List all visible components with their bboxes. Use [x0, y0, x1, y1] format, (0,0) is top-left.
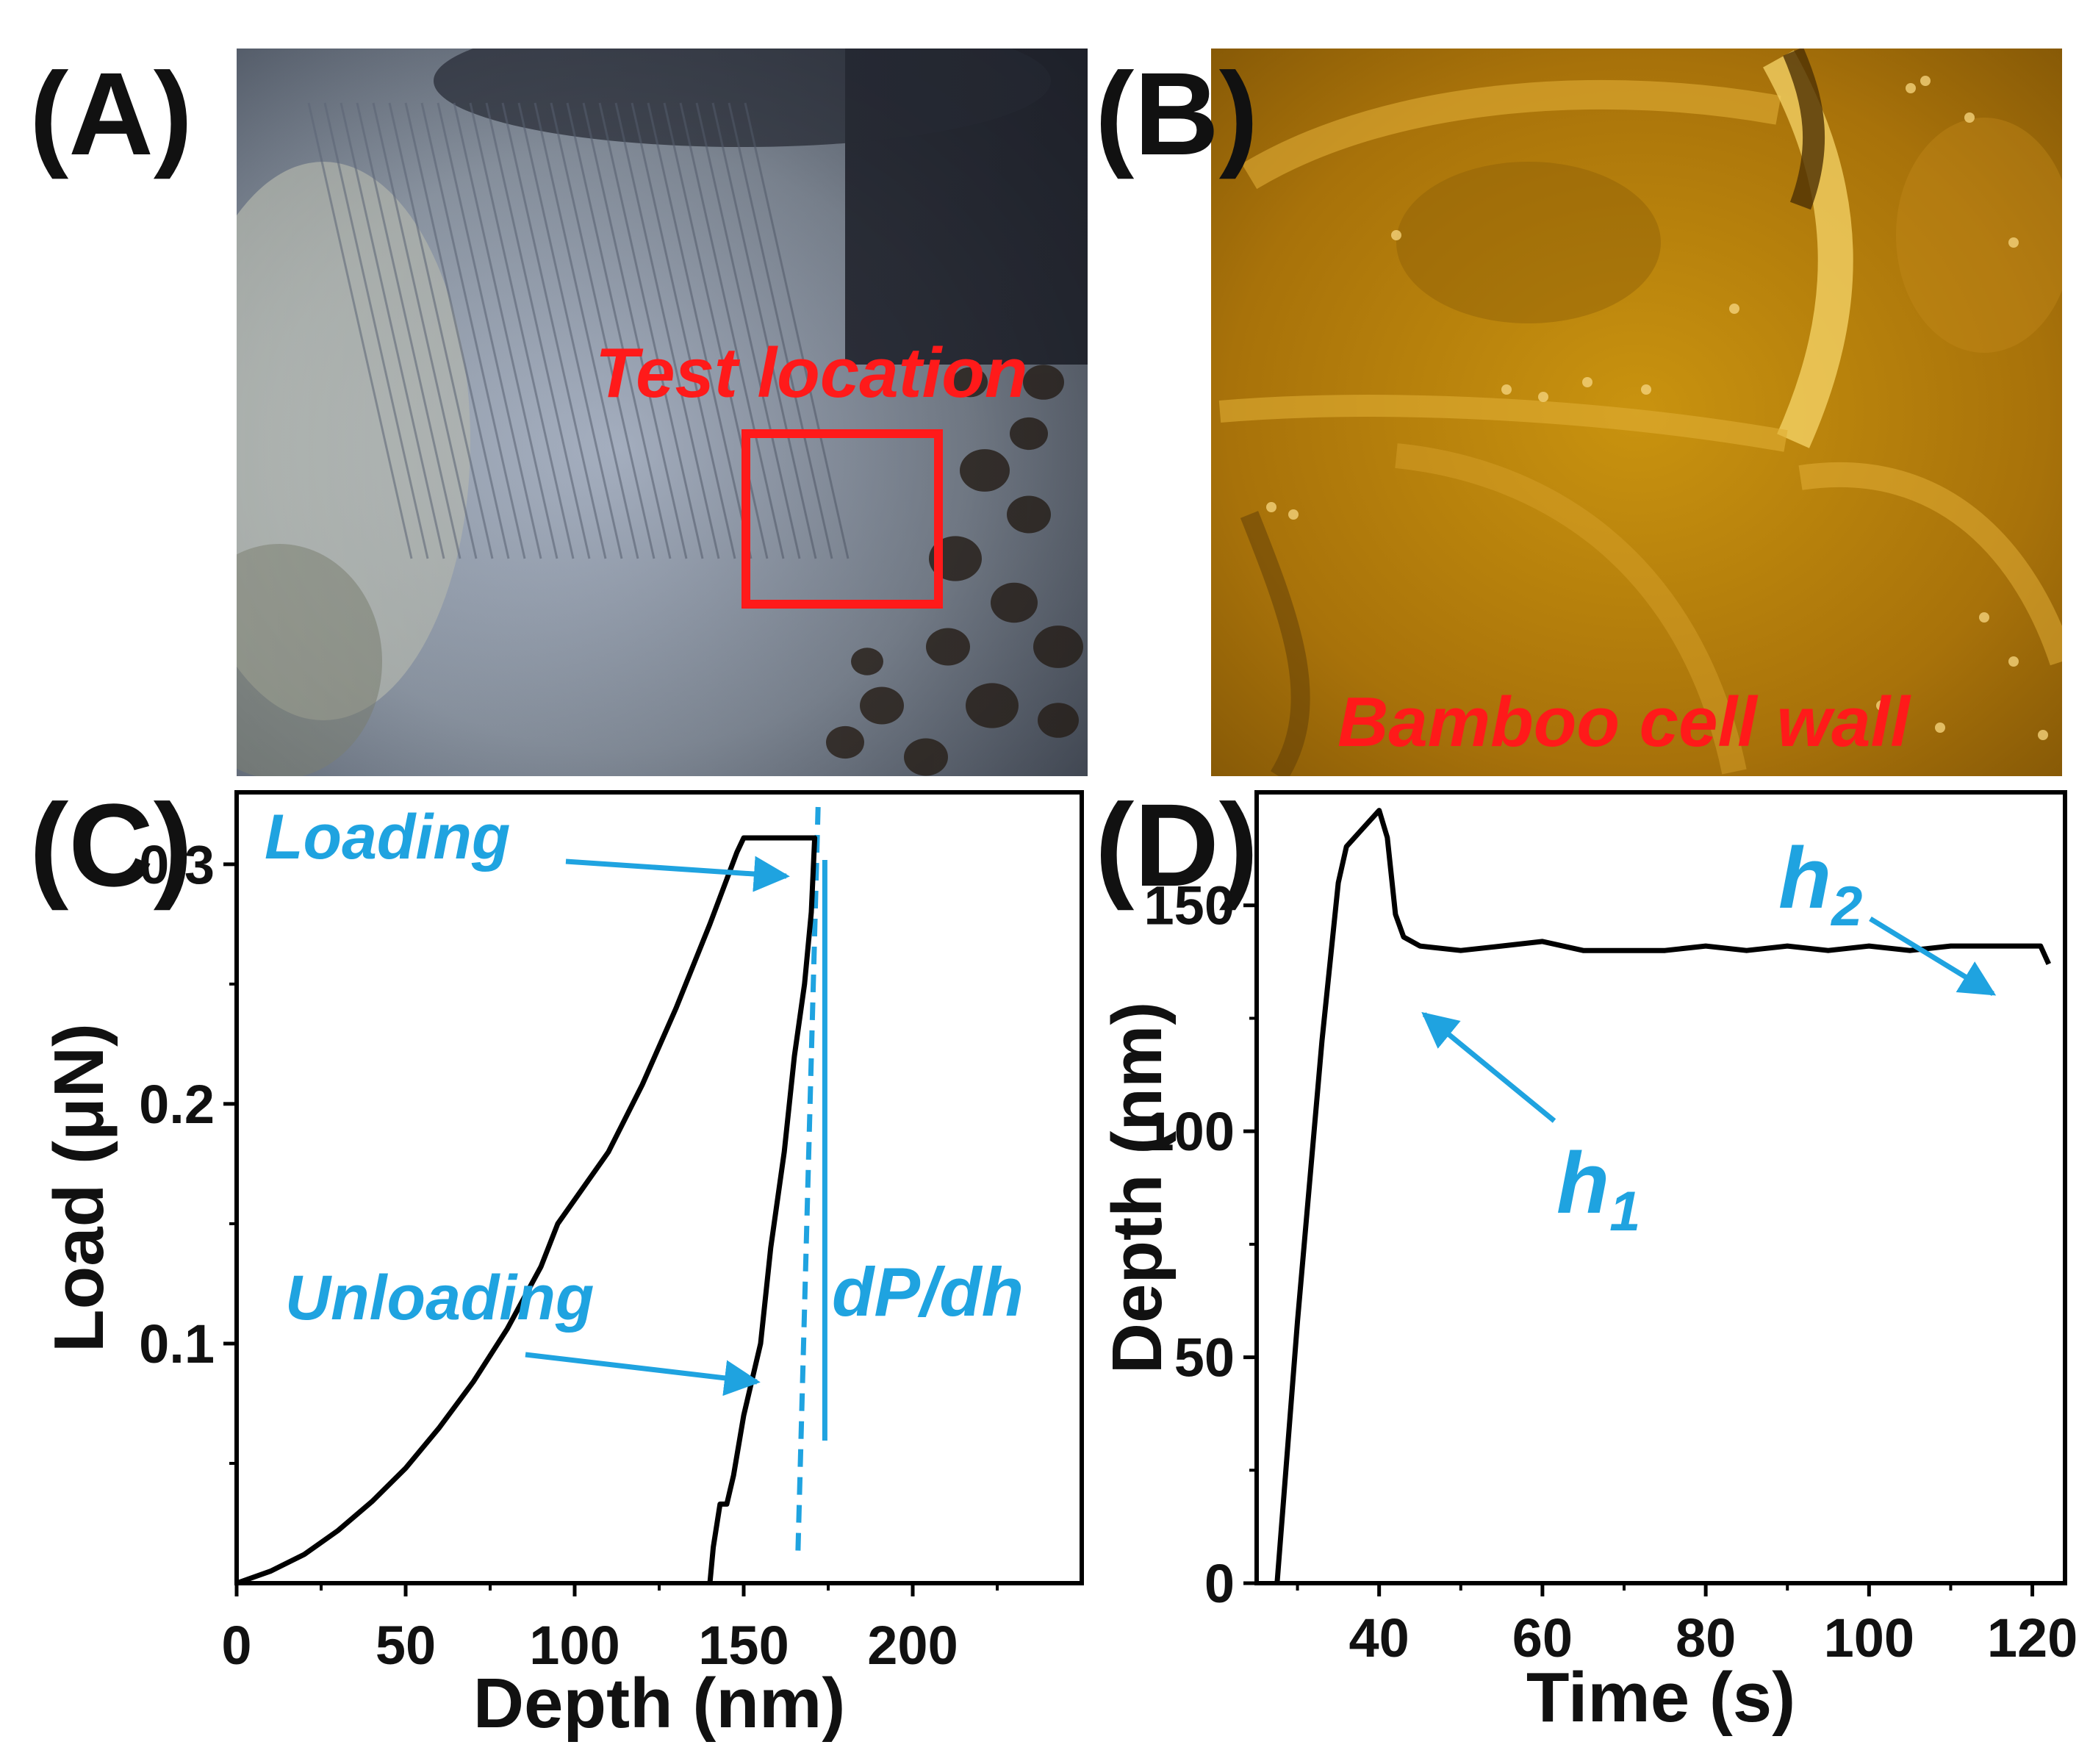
panel-d: (D) 40 60 80 100 120 0 50 100 150 h1 h2 Time (s)…: [1095, 779, 2078, 1737]
y-tick-label: 0.1: [139, 1313, 215, 1374]
unloading-label: Unloading: [285, 1263, 594, 1333]
afm-image: [1211, 49, 2062, 776]
y-tick-label: 150: [1144, 875, 1235, 936]
slope-label: dP/dh: [832, 1253, 1024, 1330]
y-tick-label: 50: [1174, 1327, 1235, 1388]
chart-d-axes: 40 60 80 100 120 0 50 100 150: [1144, 875, 2078, 1668]
tangent-dashed-line: [795, 806, 821, 1559]
panel-b: (B) Bamboo cell wall: [1095, 48, 2062, 776]
unloading-arrow: [525, 1352, 761, 1396]
load-depth-curve: [235, 835, 818, 1586]
test-location-label: Test location: [595, 334, 1028, 412]
x-tick-label: 50: [376, 1615, 436, 1676]
x-tick-label: 100: [529, 1615, 620, 1676]
chart-c-y-axis-label: Load (μN): [40, 1023, 118, 1352]
y-tick-label: 0: [1204, 1553, 1235, 1614]
x-tick-label: 80: [1676, 1607, 1736, 1668]
loading-label: Loading: [265, 802, 510, 872]
chart-d-x-axis-label: Time (s): [1526, 1658, 1795, 1737]
x-tick-label: 100: [1824, 1607, 1914, 1668]
y-tick-label: 0.2: [139, 1074, 215, 1135]
chart-c-x-axis-label: Depth (nm): [473, 1664, 846, 1743]
x-tick-label: 40: [1349, 1607, 1410, 1668]
chart-c-axes: 0 50 100 150 200 0.1 0.2 0.3: [139, 834, 999, 1676]
h2-arrow: [1869, 917, 1997, 996]
x-tick-label: 120: [1987, 1607, 2078, 1668]
y-tick-label: 0.3: [139, 834, 215, 895]
panel-c: (C) 0 50 100 150 200 0.1 0.2 0.3 Loading Unload…: [29, 779, 1084, 1743]
loading-arrow: [565, 856, 790, 892]
chart-c-frame: [234, 790, 1084, 1585]
chart-d-y-axis-label: Depth (nm): [1098, 1002, 1177, 1374]
panel-a-label: (A): [29, 48, 193, 179]
h2-label: h2: [1778, 830, 1862, 938]
x-tick-label: 60: [1512, 1607, 1573, 1668]
micrograph-image: [237, 49, 1088, 776]
x-tick-label: 0: [221, 1615, 251, 1676]
panel-d-label: (D): [1095, 779, 1258, 911]
panel-b-label: (B): [1095, 48, 1258, 179]
panel-c-label: (C): [29, 779, 193, 911]
depth-time-curve: [1274, 808, 2051, 1584]
h1-label: h1: [1556, 1135, 1640, 1243]
y-tick-label: 100: [1144, 1101, 1235, 1162]
h1-arrow: [1421, 1011, 1556, 1123]
x-tick-label: 150: [698, 1615, 789, 1676]
panel-a: (A) Test location: [29, 48, 1088, 776]
chart-c-reference-lines: [795, 806, 827, 1559]
test-location-box: [741, 429, 943, 609]
x-tick-label: 200: [867, 1615, 958, 1676]
chart-d-frame: [1254, 790, 2067, 1585]
bamboo-cell-wall-label: Bamboo cell wall: [1337, 683, 1911, 761]
